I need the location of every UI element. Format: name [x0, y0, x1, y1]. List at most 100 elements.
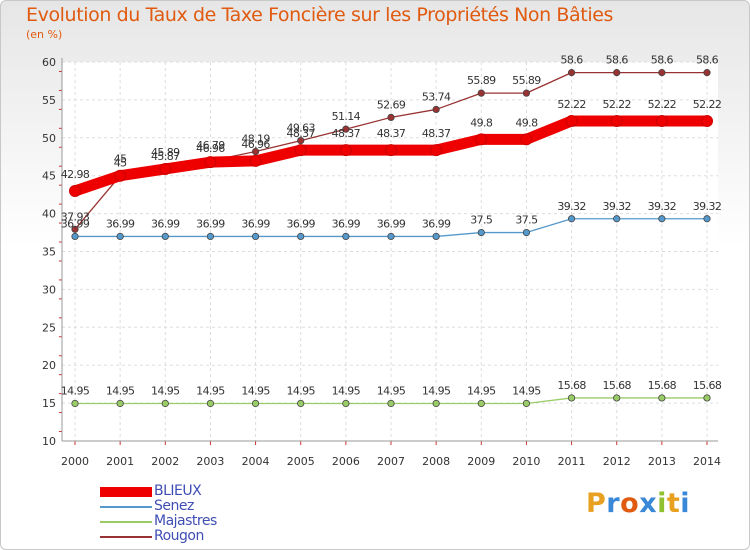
data-label-blieux: 48.37: [332, 127, 361, 140]
data-label-majastres: 14.95: [377, 384, 406, 397]
data-point-majastres: [477, 399, 485, 408]
data-label-rougon: 58.6: [561, 54, 584, 67]
y-tick-label: 55: [42, 94, 56, 107]
y-tick-label: 60: [42, 56, 56, 69]
data-point-majastres: [71, 399, 79, 408]
x-tick-label: 2003: [196, 455, 224, 468]
data-point-majastres: [387, 399, 395, 408]
x-tick-label: 2000: [61, 455, 89, 468]
data-point-blieux: [339, 144, 352, 157]
data-label-blieux: 48.37: [286, 127, 315, 140]
x-tick-label: 2006: [332, 455, 360, 468]
x-tick-label: 2004: [242, 455, 270, 468]
data-label-senez: 36.99: [286, 217, 315, 230]
logo-letter: i: [680, 488, 691, 519]
data-label-blieux: 46.79: [196, 139, 225, 152]
data-label-majastres: 14.95: [286, 384, 315, 397]
logo-letter: o: [620, 488, 640, 519]
data-label-rougon: 49.63: [286, 122, 315, 135]
data-label-majastres: 14.95: [196, 384, 225, 397]
data-point-majastres: [522, 399, 531, 408]
data-point-majastres: [342, 399, 350, 408]
data-point-majastres: [658, 394, 666, 402]
data-point-senez: [432, 232, 440, 241]
data-point-senez: [71, 232, 79, 241]
data-point-blieux: [520, 133, 533, 146]
data-label-majastres: 15.68: [557, 379, 586, 392]
data-label-blieux: 45.89: [151, 146, 180, 159]
data-label-blieux: 48.37: [422, 127, 451, 140]
data-point-blieux: [655, 114, 668, 127]
data-label-senez: 36.99: [332, 217, 361, 230]
y-tick-label: 45: [42, 170, 56, 183]
chart-title: Evolution du Taux de Taxe Foncière sur l…: [26, 4, 614, 26]
logo-letter: i: [657, 488, 667, 519]
data-point-rougon: [432, 105, 440, 114]
data-label-rougon: 52.69: [377, 98, 406, 111]
data-point-majastres: [116, 399, 124, 408]
data-point-blieux: [475, 133, 488, 146]
data-label-majastres: 15.68: [602, 379, 631, 392]
data-point-blieux: [565, 114, 578, 127]
data-label-rougon: 45: [114, 157, 127, 170]
data-point-senez: [658, 215, 666, 223]
data-label-majastres: 14.95: [241, 384, 270, 397]
legend-label: Rougon: [154, 528, 204, 544]
y-tick-label: 50: [42, 132, 56, 145]
data-point-rougon: [342, 125, 350, 133]
data-point-rougon: [251, 147, 260, 156]
data-label-blieux: 52.22: [557, 98, 586, 111]
data-label-senez: 36.99: [377, 217, 406, 230]
legend-swatch: [100, 521, 152, 523]
x-tick-label: 2007: [377, 455, 405, 468]
data-label-rougon: 58.6: [651, 54, 674, 67]
data-label-blieux: 52.22: [648, 98, 677, 111]
data-point-rougon: [387, 113, 395, 122]
data-point-rougon: [477, 89, 485, 97]
data-point-senez: [522, 228, 531, 237]
data-point-senez: [161, 232, 169, 241]
data-point-blieux: [701, 114, 713, 127]
data-point-senez: [703, 215, 711, 223]
x-tick-label: 2012: [603, 455, 631, 468]
data-label-senez: 36.99: [106, 217, 135, 230]
x-tick-label: 2002: [151, 455, 179, 468]
data-label-senez: 39.32: [557, 200, 586, 213]
data-point-blieux: [159, 162, 172, 175]
data-point-senez: [297, 232, 305, 241]
data-point-majastres: [251, 399, 260, 408]
data-label-senez: 39.32: [648, 200, 677, 213]
proxiti-logo: Proxiti: [586, 488, 690, 519]
x-tick-label: 2005: [287, 455, 315, 468]
data-label-majastres: 14.95: [106, 384, 135, 397]
data-point-senez: [206, 232, 215, 241]
x-tick-label: 2014: [693, 455, 721, 468]
data-label-senez: 39.32: [693, 200, 722, 213]
data-label-majastres: 14.95: [422, 384, 451, 397]
legend-swatch: [100, 536, 152, 538]
data-label-majastres: 14.95: [512, 384, 541, 397]
data-point-senez: [342, 232, 350, 241]
legend-label: BLIEUX: [154, 483, 202, 499]
data-label-senez: 36.99: [61, 217, 90, 230]
data-point-rougon: [71, 225, 79, 233]
data-label-blieux: 42.98: [61, 168, 90, 181]
data-point-blieux: [610, 114, 623, 127]
data-point-rougon: [297, 137, 305, 145]
data-label-blieux: 49.8: [470, 116, 493, 129]
legend-label: Majastres: [154, 513, 217, 529]
data-label-majastres: 14.95: [61, 384, 90, 397]
data-label-senez: 36.99: [151, 217, 180, 230]
data-label-rougon: 58.6: [606, 54, 629, 67]
data-label-rougon: 55.89: [512, 74, 541, 87]
data-label-majastres: 14.95: [332, 384, 361, 397]
data-label-majastres: 14.95: [151, 384, 180, 397]
data-point-blieux: [204, 156, 217, 169]
data-label-rougon: 58.6: [696, 54, 719, 67]
x-tick-label: 2009: [467, 455, 495, 468]
x-tick-label: 2013: [648, 455, 676, 468]
logo-letter: P: [586, 488, 607, 519]
x-tick-label: 2011: [558, 455, 586, 468]
data-label-majastres: 15.68: [693, 379, 722, 392]
data-label-senez: 36.99: [422, 217, 451, 230]
